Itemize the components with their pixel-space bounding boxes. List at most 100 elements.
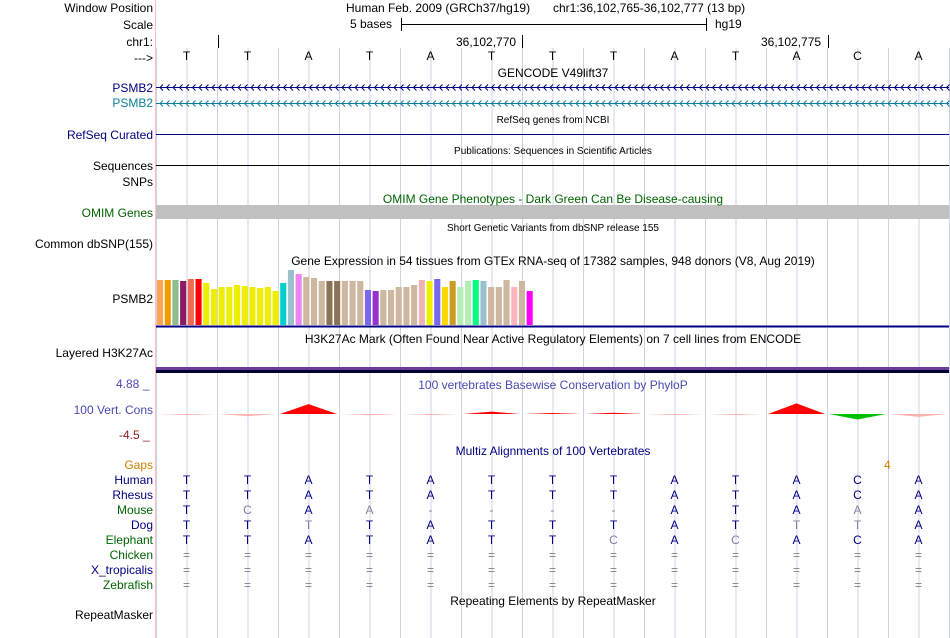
snps-track-label[interactable]: SNPs [122, 175, 153, 189]
gtex-tissue-bar[interactable] [480, 281, 487, 325]
phylop-score-mark[interactable] [219, 414, 276, 417]
omim-track-title[interactable]: OMIM Gene Phenotypes - Dark Green Can Be… [382, 192, 724, 206]
phylop-score-mark[interactable] [158, 414, 215, 415]
gtex-tissue-bar[interactable] [180, 281, 187, 325]
gtex-tissue-bar[interactable] [395, 287, 402, 325]
phylop-track-label[interactable]: 100 Vert. Cons [73, 403, 153, 417]
species-label[interactable]: Dog [130, 518, 153, 532]
species-label[interactable]: Mouse [116, 503, 153, 517]
gtex-tissue-bar[interactable] [380, 290, 387, 325]
gtex-tissue-bar[interactable] [441, 287, 448, 325]
gtex-tissue-bar[interactable] [303, 277, 310, 325]
gtex-tissue-bar[interactable] [334, 281, 341, 325]
gtex-tissue-bar[interactable] [372, 291, 379, 325]
gtex-tissue-bar[interactable] [264, 287, 271, 325]
gtex-tissue-bar[interactable] [203, 283, 210, 325]
gtex-tissue-bar[interactable] [526, 291, 533, 325]
h3k27ac-track-label[interactable]: Layered H3K27Ac [55, 346, 153, 360]
gtex-tissue-bar[interactable] [287, 270, 294, 325]
h3k27ac-signal-band-dark[interactable] [156, 370, 949, 373]
gtex-tissue-bar[interactable] [449, 281, 456, 325]
gtex-tissue-bar[interactable] [249, 287, 256, 325]
gtex-tissue-bar[interactable] [388, 290, 395, 325]
gtex-tissue-bar[interactable] [495, 287, 502, 325]
gtex-tissue-bar[interactable] [218, 287, 225, 325]
sequences-track-label[interactable]: Sequences [92, 159, 153, 173]
h3k27ac-signal-band[interactable] [156, 367, 949, 370]
gtex-tissue-bar[interactable] [511, 287, 518, 325]
species-label[interactable]: Zebrafish [102, 578, 153, 592]
phylop-score-mark[interactable] [585, 412, 642, 414]
gtex-tissue-bar[interactable] [472, 280, 479, 325]
gtex-tissue-bar[interactable] [210, 289, 217, 325]
omim-phenotype-band[interactable] [156, 205, 949, 219]
gtex-tissue-bar[interactable] [326, 281, 333, 325]
gtex-tissue-bar[interactable] [434, 279, 441, 325]
phylop-score-mark[interactable] [463, 411, 520, 414]
gtex-tissue-bar[interactable] [272, 291, 279, 325]
gtex-tissue-bar[interactable] [241, 286, 248, 325]
gtex-track-title[interactable]: Gene Expression in 54 tissues from GTEx … [291, 254, 815, 268]
alignment-base: T [610, 488, 618, 502]
omim-track-label[interactable]: OMIM Genes [81, 206, 153, 220]
phylop-track-title[interactable]: 100 vertebrates Basewise Conservation by… [418, 378, 688, 392]
gtex-tissue-bar[interactable] [341, 281, 348, 325]
phylop-score-mark[interactable] [707, 414, 764, 415]
gtex-tissue-bar[interactable] [187, 279, 194, 325]
gtex-tissue-bar[interactable] [518, 281, 525, 325]
species-label[interactable]: Chicken [109, 548, 153, 562]
position-text[interactable]: chr1:36,102,765-36,102,777 (13 bp) [553, 1, 746, 15]
gtex-tissue-bar[interactable] [234, 285, 241, 325]
refseq-track-title[interactable]: RefSeq genes from NCBI [496, 115, 610, 126]
phylop-score-mark[interactable] [890, 414, 947, 417]
phylop-score-mark[interactable] [768, 403, 825, 414]
gtex-tissue-bar[interactable] [295, 274, 302, 325]
gtex-tissue-bar[interactable] [349, 281, 356, 325]
dbsnp-track-title[interactable]: Short Genetic Variants from dbSNP releas… [447, 223, 659, 234]
repeatmasker-track-title[interactable]: Repeating Elements by RepeatMasker [450, 594, 656, 608]
phylop-score-mark[interactable] [280, 404, 337, 414]
species-label[interactable]: X_tropicalis [90, 563, 153, 577]
alignment-base: T [549, 533, 557, 547]
gtex-tissue-bar[interactable] [195, 279, 202, 325]
gtex-tissue-bar[interactable] [403, 287, 410, 325]
alignment-base: T [732, 518, 740, 532]
phylop-score-mark[interactable] [646, 414, 703, 415]
repeatmasker-track-label[interactable]: RepeatMasker [74, 608, 153, 622]
refseq-track-label[interactable]: RefSeq Curated [66, 128, 153, 142]
gtex-tissue-bar[interactable] [411, 285, 418, 325]
gtex-tissue-bar[interactable] [172, 280, 179, 325]
phylop-score-mark[interactable] [341, 414, 398, 416]
gene-label-psmb2-2[interactable]: PSMB2 [112, 96, 153, 110]
species-label[interactable]: Rhesus [112, 488, 153, 502]
gtex-tissue-bar[interactable] [503, 280, 510, 325]
pubs-track-title[interactable]: Publications: Sequences in Scientific Ar… [454, 146, 652, 157]
gene-label-psmb2-1[interactable]: PSMB2 [112, 81, 153, 95]
gtex-tissue-bar[interactable] [357, 281, 364, 325]
gtex-tissue-bar[interactable] [226, 287, 233, 325]
multiz-track-title[interactable]: Multiz Alignments of 100 Vertebrates [455, 444, 651, 458]
gtex-tissue-bar[interactable] [257, 288, 264, 325]
phylop-score-mark[interactable] [402, 414, 459, 415]
species-label[interactable]: Elephant [105, 533, 153, 547]
gtex-tissue-bar[interactable] [488, 287, 495, 325]
alignment-base: = [305, 563, 312, 577]
dbsnp-track-label[interactable]: Common dbSNP(155) [34, 237, 153, 251]
gtex-tissue-bar[interactable] [311, 278, 318, 325]
gtex-tissue-bar[interactable] [418, 280, 425, 325]
species-label[interactable]: Human [114, 473, 153, 487]
gtex-track-label[interactable]: PSMB2 [112, 292, 153, 306]
phylop-score-mark[interactable] [829, 414, 886, 420]
gencode-track-title[interactable]: GENCODE V49lift37 [497, 66, 609, 80]
alignment-base: T [244, 533, 252, 547]
phylop-score-mark[interactable] [524, 412, 581, 414]
gtex-tissue-bar[interactable] [164, 280, 171, 325]
gtex-tissue-bar[interactable] [280, 283, 287, 325]
gtex-tissue-bar[interactable] [364, 290, 371, 325]
gtex-tissue-bar[interactable] [318, 281, 325, 325]
gtex-tissue-bar[interactable] [157, 280, 164, 325]
gtex-tissue-bar[interactable] [457, 287, 464, 325]
gtex-tissue-bar[interactable] [465, 281, 472, 325]
h3k27ac-track-title[interactable]: H3K27Ac Mark (Often Found Near Active Re… [304, 332, 802, 346]
gtex-tissue-bar[interactable] [426, 281, 433, 325]
